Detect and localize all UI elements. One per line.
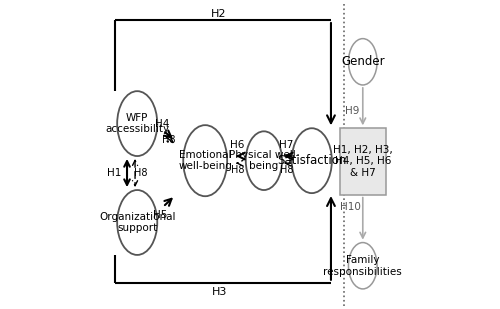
Text: Gender: Gender [341,55,384,68]
Text: H8: H8 [231,165,244,175]
Text: H2: H2 [212,9,227,19]
Text: H5: H5 [153,210,168,220]
Ellipse shape [348,243,377,289]
Text: Family
responsibilities: Family responsibilities [324,255,402,277]
Text: H9: H9 [345,106,359,116]
Text: H6: H6 [230,140,245,150]
Text: H3: H3 [212,287,227,297]
Text: Emotional
well-being: Emotional well-being [178,150,232,171]
Text: H7: H7 [280,140,293,150]
Text: H8: H8 [134,168,148,178]
Ellipse shape [292,128,332,193]
Text: H1, H2, H3,
H4, H5, H6
& H7: H1, H2, H3, H4, H5, H6 & H7 [333,145,392,178]
FancyBboxPatch shape [340,128,386,195]
Text: H10: H10 [340,202,361,212]
Text: Satisfaction: Satisfaction [277,154,346,167]
Ellipse shape [348,39,377,85]
Ellipse shape [117,190,158,255]
Ellipse shape [117,91,158,156]
Ellipse shape [246,131,282,190]
Text: H1: H1 [107,168,121,178]
Text: Organizational
support: Organizational support [99,212,176,233]
Text: H4: H4 [154,119,169,129]
Text: H8: H8 [162,135,176,145]
Text: H8: H8 [280,165,293,175]
Text: Physical well-
being: Physical well- being [228,150,299,171]
Ellipse shape [183,125,227,196]
Text: WFP
accessibility: WFP accessibility [105,113,170,134]
